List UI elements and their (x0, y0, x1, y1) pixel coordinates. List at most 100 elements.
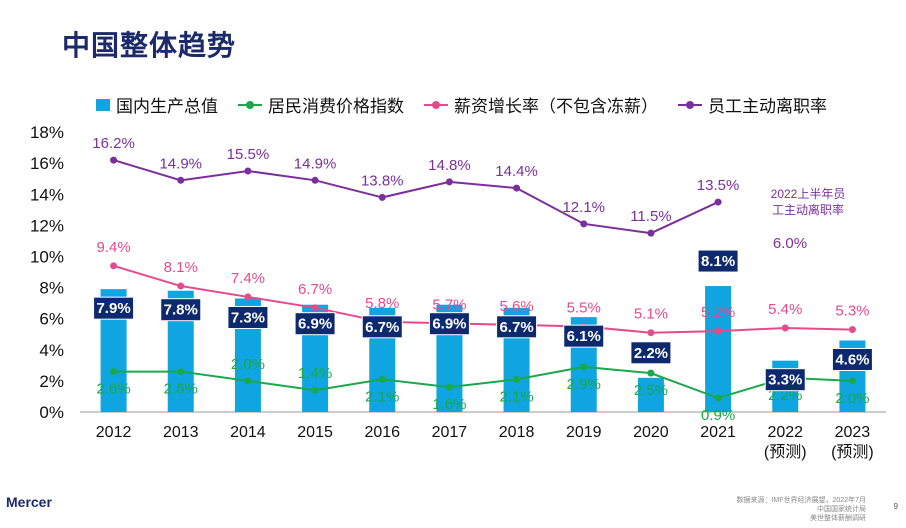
cpi-point (848, 377, 856, 385)
turnover-point (580, 220, 588, 228)
gdp-data-label: 6.7% (496, 315, 538, 339)
page-number: 9 (893, 502, 898, 511)
salary-data-label: 7.4% (231, 270, 265, 287)
turnover-line (113, 159, 719, 235)
salary-point (244, 293, 252, 301)
gdp-data-label: 6.1% (563, 324, 605, 348)
gdp-label-box (697, 249, 739, 273)
gdp-label-text: 7.3% (231, 309, 265, 326)
y-tick-label: 8% (39, 279, 64, 298)
x-tick-label: 2022 (767, 424, 803, 441)
salary-point (714, 327, 722, 335)
y-tick-label: 6% (39, 310, 64, 329)
gdp-label-text: 7.8% (164, 302, 198, 319)
x-tick-label: (预测) (831, 443, 874, 461)
gdp-label-text: 6.9% (432, 316, 466, 333)
gdp-label-text: 6.1% (567, 328, 601, 345)
legend-label-turnover: 员工主动离职率 (708, 97, 827, 117)
gdp-data-label: 3.3% (764, 368, 806, 392)
turnover-annotation-value: 6.0% (773, 235, 807, 252)
legend-item-salary: 薪资增长率（不包含冻薪） (424, 92, 658, 117)
cpi-point (647, 369, 655, 377)
turnover-point (110, 156, 118, 164)
cpi-point (378, 375, 386, 383)
salary-data-label: 6.7% (298, 281, 332, 298)
x-tick-label: 2012 (96, 424, 132, 441)
gdp-label-text: 8.1% (701, 253, 735, 270)
salary-point (311, 304, 319, 312)
gdp-data-label: 6.9% (428, 312, 470, 336)
y-tick-label: 12% (30, 216, 64, 235)
gdp-bar (705, 286, 732, 412)
legend-item-gdp: 国内生产总值 (96, 92, 218, 117)
page-title: 中国整体趋势 (62, 29, 237, 62)
gdp-label-text: 7.9% (96, 300, 130, 317)
turnover-point (513, 184, 521, 192)
cpi-data-label: 0.9% (701, 407, 735, 424)
x-tick-label: 2021 (700, 424, 736, 441)
cpi-point (311, 386, 319, 394)
cpi-point (177, 368, 185, 376)
salary-line (113, 264, 853, 334)
turnover-data-label: 14.9% (294, 155, 337, 172)
mercer-logo: Mercer (6, 494, 52, 510)
cpi-data-label: 2.0% (231, 356, 265, 373)
cpi-point (244, 377, 252, 385)
source-line: 美世整体薪酬调研 (810, 515, 866, 522)
x-tick-label: 2020 (633, 424, 669, 441)
salary-point (110, 262, 118, 270)
gdp-label-text: 6.7% (365, 319, 399, 336)
cpi-point (110, 368, 118, 376)
x-tick-label: 2013 (163, 424, 199, 441)
gdp-label-box (93, 296, 135, 320)
turnover-data-label: 11.5% (630, 208, 671, 225)
legend-label-salary: 薪资增长率（不包含冻薪） (454, 97, 658, 117)
x-tick-label: 2014 (230, 424, 266, 441)
y-tick-label: 4% (39, 341, 64, 360)
turnover-point (647, 229, 655, 237)
salary-data-label: 5.5% (567, 299, 601, 316)
cpi-point (714, 394, 722, 402)
gdp-data-label: 7.3% (227, 305, 269, 329)
gdp-label-box (496, 315, 538, 339)
turnover-point (311, 176, 319, 184)
legend-swatch-salary (424, 99, 448, 111)
x-tick-label: 2016 (364, 424, 400, 441)
cpi-data-label: 1.4% (298, 365, 332, 382)
legend-item-cpi: 居民消费价格指数 (238, 92, 404, 117)
salary-data-label: 5.8% (365, 295, 399, 312)
gdp-label-text: 6.9% (298, 316, 332, 333)
legend-swatch-turnover (678, 99, 702, 111)
turnover-data-label: 14.4% (495, 163, 538, 180)
cpi-data-label: 2.1% (365, 388, 399, 405)
y-tick-label: 16% (30, 154, 64, 173)
y-tick-label: 2% (39, 372, 64, 391)
x-tick-label: (预测) (764, 443, 807, 461)
legend-item-turnover: 员工主动离职率 (678, 92, 827, 117)
salary-data-label: 5.4% (768, 301, 802, 318)
gdp-label-box (428, 312, 470, 336)
salary-data-label: 5.6% (499, 298, 533, 315)
legend-label-cpi: 居民消费价格指数 (268, 97, 404, 117)
cpi-data-label: 2.5% (634, 382, 668, 399)
y-tick-label: 0% (39, 403, 64, 422)
turnover-data-label: 12.1% (562, 199, 605, 216)
gdp-label-text: 4.6% (835, 351, 869, 368)
gdp-label-box (160, 298, 202, 322)
turnover-point (244, 167, 252, 175)
gdp-label-box (227, 305, 269, 329)
gdp-bar (637, 377, 664, 412)
cpi-point (513, 375, 521, 383)
y-tick-label: 14% (30, 185, 64, 204)
turnover-data-label: 14.8% (428, 157, 471, 174)
turnover-data-label: 16.2% (92, 135, 135, 152)
gdp-data-label: 8.1% (697, 249, 739, 273)
x-tick-label: 2023 (835, 424, 871, 441)
y-tick-label: 10% (30, 248, 64, 267)
salary-point (848, 326, 856, 334)
gdp-label-box (563, 324, 605, 348)
cpi-data-label: 2.0% (835, 390, 869, 407)
turnover-data-label: 13.8% (361, 172, 404, 189)
gdp-label-text: 2.2% (634, 345, 668, 362)
